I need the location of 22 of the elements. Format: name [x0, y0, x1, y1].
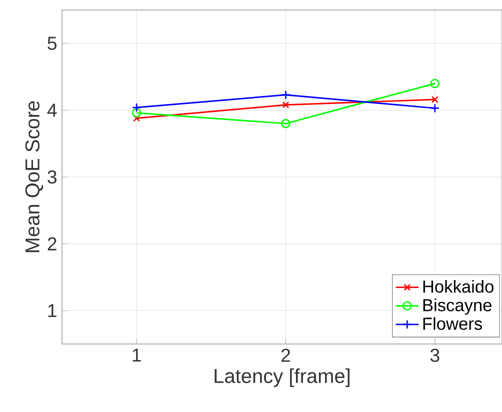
y-tick-label: 2	[48, 237, 56, 250]
point	[281, 90, 290, 100]
point	[133, 114, 140, 122]
y-tick-label: 4	[47, 104, 57, 117]
y-tick-label: 1	[48, 304, 56, 318]
legend-label: Biscayne	[423, 298, 492, 315]
x-tick-label: 1	[132, 348, 141, 362]
point	[132, 108, 142, 118]
y-axis-title: Mean QoE Score	[25, 101, 44, 252]
y-tick-label: 5	[48, 36, 57, 50]
legend-label: Flowers	[423, 317, 482, 330]
legend-label: Hokkaido	[423, 280, 494, 293]
y-tick-label: 3	[48, 170, 56, 184]
point	[430, 78, 440, 88]
x-axis-title: Latency [frame]	[214, 368, 350, 388]
point	[132, 102, 142, 112]
x-tick-label: 2	[281, 348, 290, 362]
point	[282, 101, 290, 108]
point	[430, 104, 440, 113]
point	[281, 118, 290, 128]
point	[431, 96, 438, 104]
x-tick-label: 3	[430, 348, 440, 362]
